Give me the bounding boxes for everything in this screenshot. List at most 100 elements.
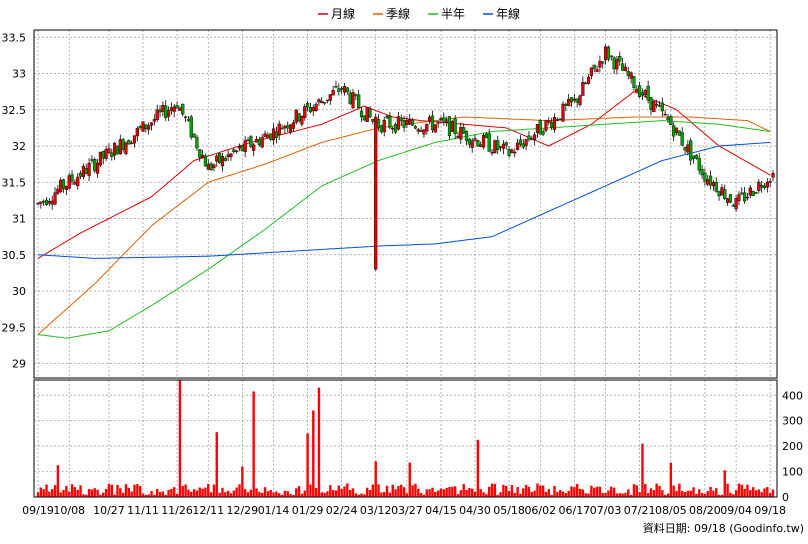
ma-line	[37, 120, 771, 339]
candle-body	[172, 106, 176, 112]
volume-bar	[482, 492, 485, 497]
candle-body	[725, 198, 730, 203]
price-panel-frame	[33, 29, 778, 379]
volume-bar	[561, 491, 565, 497]
candle-body	[203, 155, 208, 167]
volume-bar	[584, 493, 587, 497]
volume-bar	[147, 494, 150, 497]
volume-bar	[527, 486, 531, 497]
volume-bar	[743, 488, 746, 497]
candle-body	[771, 172, 775, 178]
candle-body	[64, 185, 68, 190]
x-tick-label: 09/04	[720, 504, 752, 517]
volume-bar	[215, 432, 218, 497]
candle-body	[303, 106, 307, 118]
volume-bar	[102, 492, 105, 497]
x-tick-label: 04/30	[459, 504, 491, 517]
volume-bar	[155, 488, 159, 497]
candle-body	[138, 126, 142, 128]
volume-bar	[198, 487, 201, 497]
candle-body	[413, 126, 418, 129]
candle-body	[311, 107, 315, 112]
candle-body	[169, 107, 173, 111]
volume-bar	[317, 387, 321, 497]
candle-body	[487, 133, 491, 152]
candle-body	[510, 149, 514, 153]
candle-body	[215, 155, 219, 162]
volume-bar	[680, 490, 684, 497]
candle-body	[124, 142, 128, 154]
volume-bar	[53, 485, 57, 497]
x-tick-label: 08/20	[689, 504, 721, 517]
candle-body	[660, 102, 664, 112]
volume-bar	[286, 491, 289, 497]
candle-body	[357, 94, 361, 108]
x-tick-label: 07/21	[624, 504, 656, 517]
candle-body	[288, 124, 293, 133]
candle-body	[340, 88, 344, 90]
volume-bar	[187, 489, 190, 497]
x-tick-label: 09/18	[754, 504, 786, 517]
volume-bar	[130, 491, 133, 497]
volume-bar	[343, 486, 346, 497]
candle-body	[314, 104, 318, 111]
volume-bar	[167, 489, 170, 497]
volume-bars	[36, 380, 775, 497]
volume-bar	[246, 492, 250, 497]
candle-body	[237, 146, 242, 149]
candle-body	[592, 64, 596, 69]
candle-body	[595, 69, 599, 72]
candle-body	[476, 140, 480, 147]
volume-bar	[377, 484, 380, 497]
candle-body	[195, 136, 199, 149]
candle-body	[396, 116, 401, 130]
volume-bar	[292, 494, 295, 497]
volume-bar	[224, 492, 227, 497]
volume-bar	[771, 489, 775, 497]
volume-tick-label: 100	[782, 466, 803, 479]
candle-body	[683, 146, 687, 151]
candle-body	[110, 152, 114, 157]
x-tick-label: 05/18	[493, 504, 525, 517]
candle-body	[98, 151, 103, 166]
volume-bar	[666, 493, 670, 497]
candle-body	[147, 125, 151, 130]
volume-bar	[158, 492, 162, 497]
candle-body	[277, 123, 281, 135]
x-tick-label: 12/29	[226, 504, 258, 517]
candle-body	[567, 99, 571, 106]
volume-bar	[258, 491, 261, 497]
candle-body	[649, 96, 653, 110]
volume-bar	[712, 490, 715, 497]
candle-body	[130, 142, 134, 145]
price-tick-label: 29	[12, 358, 26, 371]
volume-bar	[408, 462, 411, 497]
candle-body	[337, 88, 341, 92]
x-tick-label: 04/15	[425, 504, 457, 517]
volume-bar	[536, 483, 539, 497]
candle-body	[706, 179, 710, 185]
volume-bar	[746, 484, 749, 497]
candle-body	[612, 57, 616, 70]
volume-bar	[73, 487, 77, 497]
candle-body	[603, 46, 608, 61]
volume-bar	[553, 485, 556, 497]
volume-tick-label: 400	[782, 389, 803, 402]
candle-body	[635, 88, 639, 93]
candle-body	[760, 185, 764, 188]
candlesticks	[36, 44, 775, 271]
candle-body	[632, 76, 636, 88]
volume-bar	[649, 488, 653, 497]
candle-body	[183, 116, 188, 119]
candle-body	[59, 179, 63, 193]
volume-bar	[581, 489, 585, 497]
volume-bar	[326, 491, 329, 497]
axes: 09/19 10/08 10/27 11/11 11/26 12/11 12/29 01/14…	[2, 29, 803, 517]
candle-body	[280, 127, 284, 130]
volume-bar	[331, 489, 335, 497]
volume-bar	[439, 488, 443, 497]
candle-body	[669, 116, 673, 126]
candle-body	[286, 125, 290, 129]
volume-bar	[309, 484, 312, 497]
volume-bar	[700, 492, 704, 497]
